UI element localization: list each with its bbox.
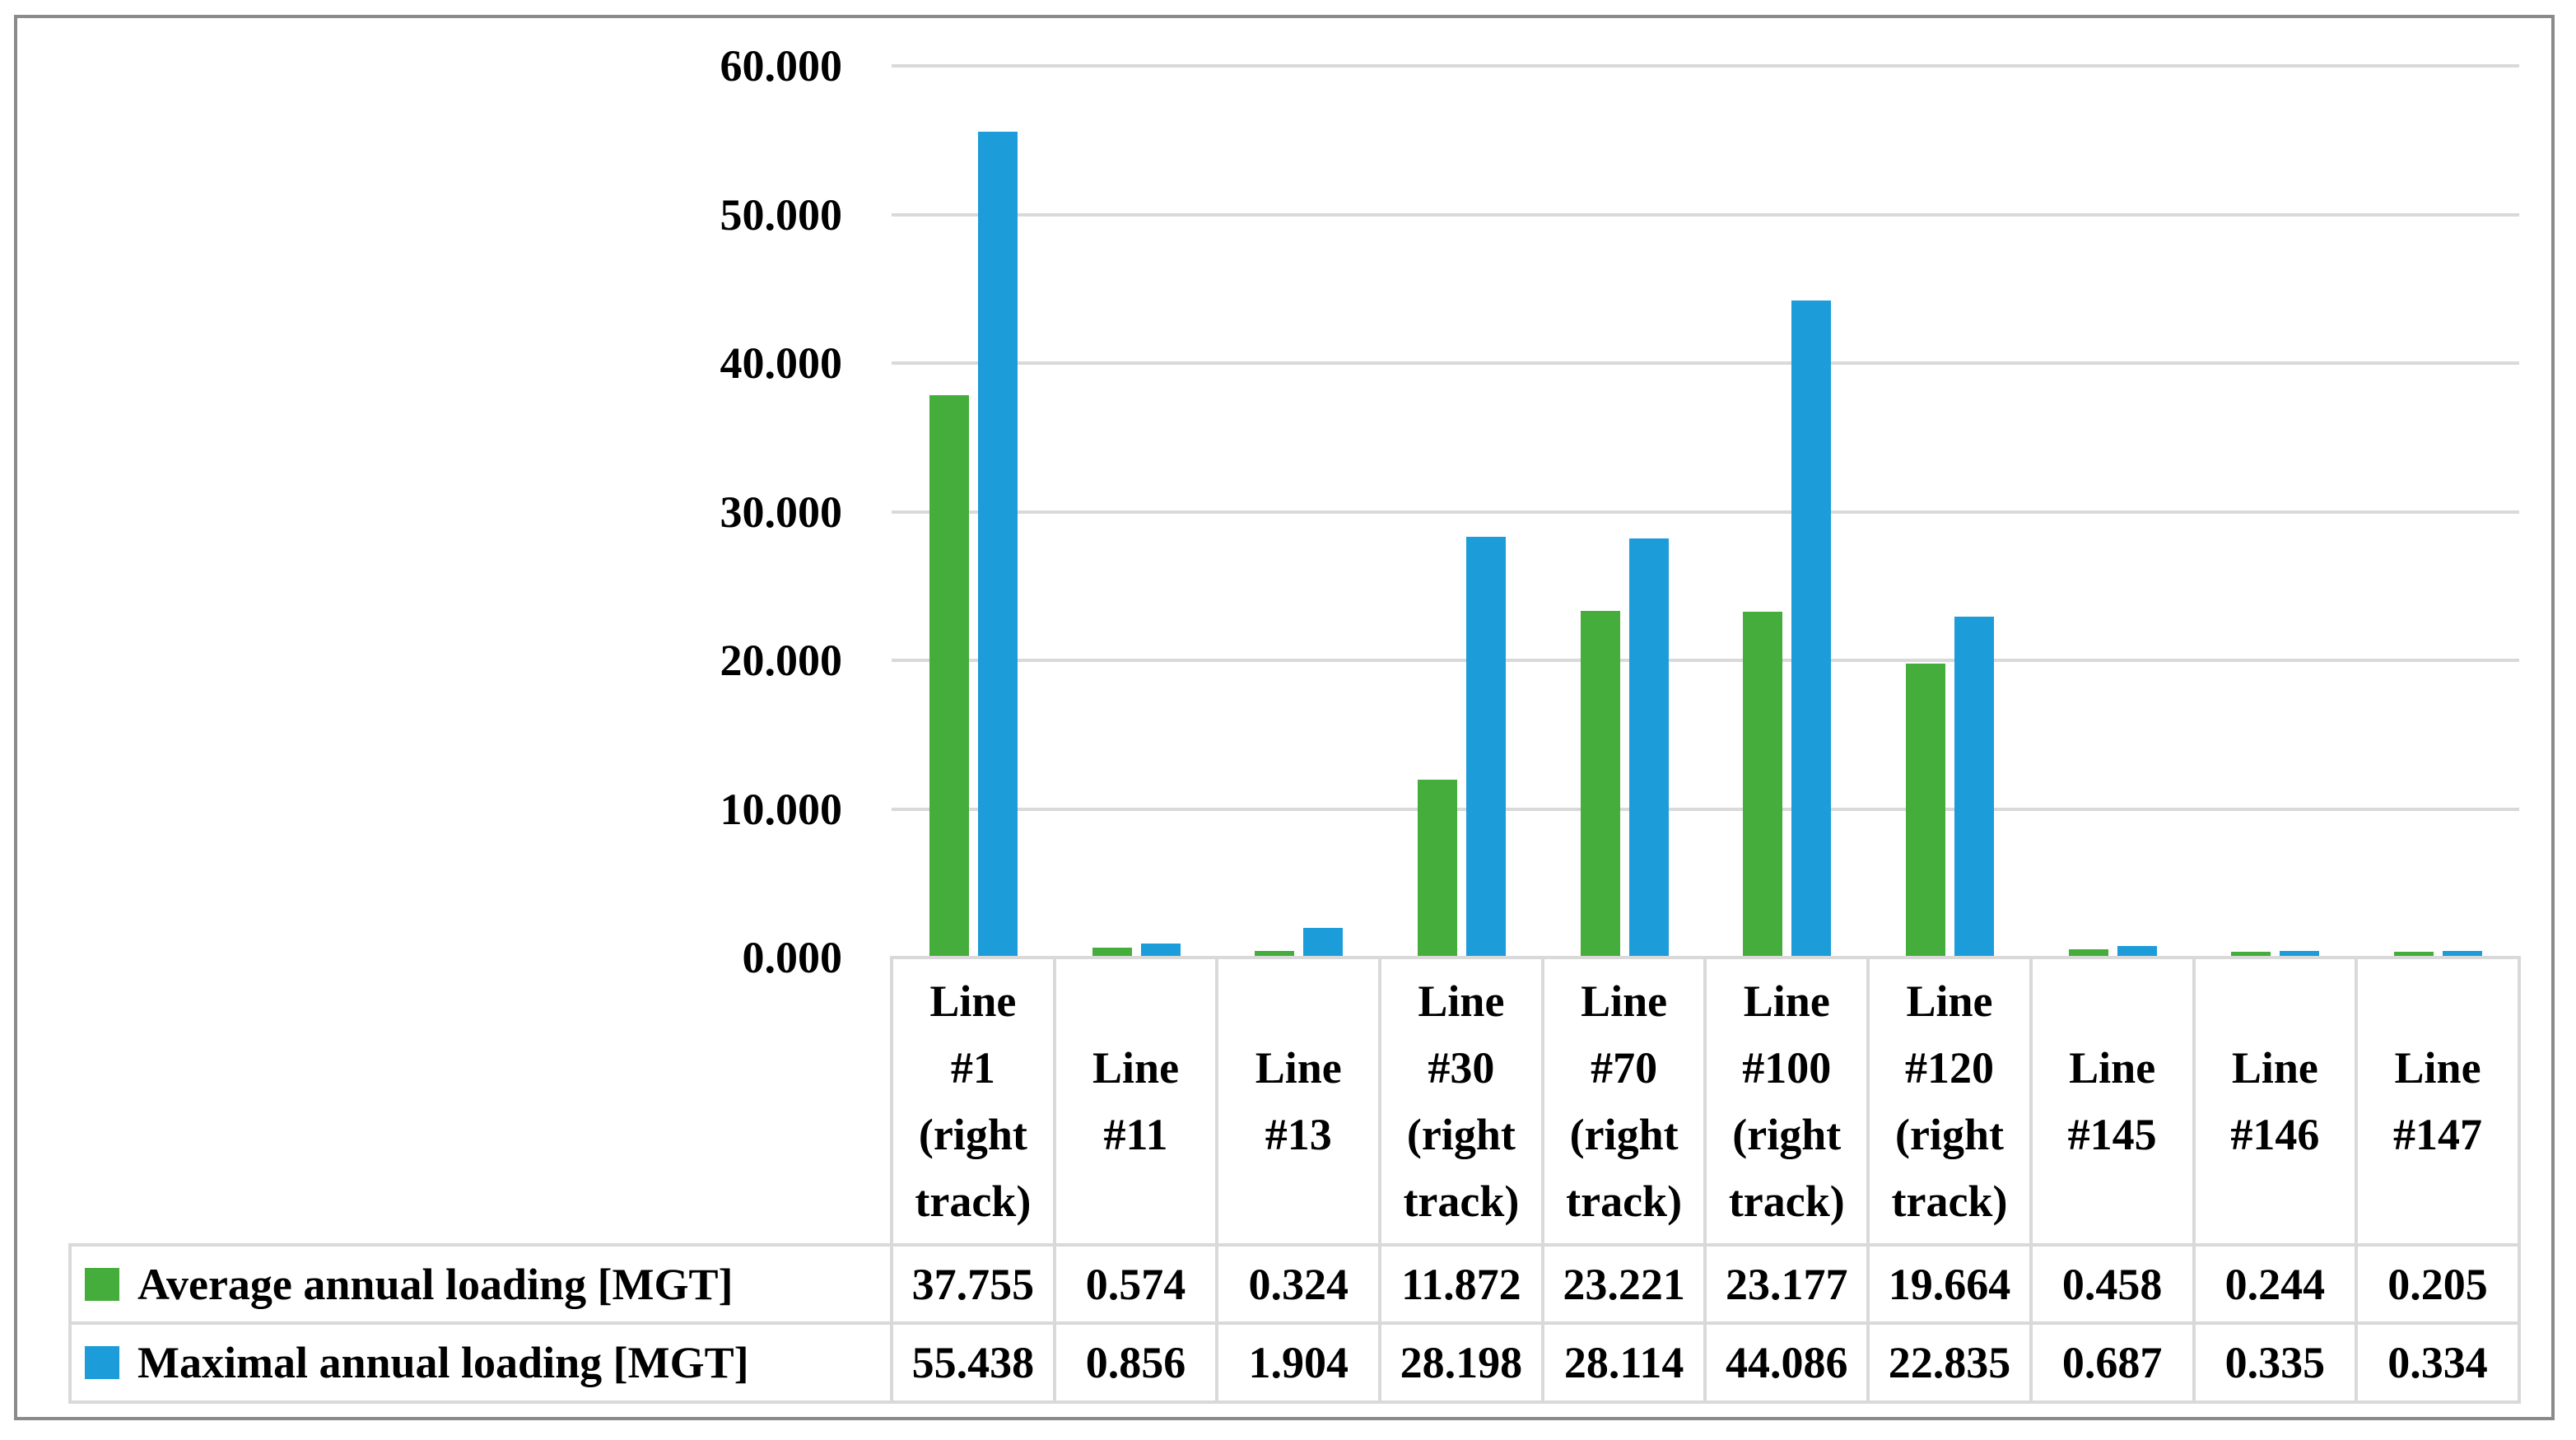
category-header-cell: Line #147: [2355, 956, 2521, 1247]
legend-swatch-maximal: [85, 1346, 119, 1379]
y-axis-tick-label: 0.000: [742, 933, 843, 982]
category-header-cell: Line #120 (right track): [1866, 956, 2033, 1247]
category-header-cell: Line #1 (right track): [890, 956, 1056, 1247]
bar-maximal-col8: [2117, 946, 2157, 956]
gridline-20: [892, 659, 2519, 662]
y-axis-tick-label: 60.000: [720, 41, 843, 91]
bar-maximal-col2: [1141, 944, 1181, 956]
category-header-cell: Line #70 (right track): [1540, 956, 1707, 1247]
value-cell: 11.872: [1378, 1243, 1544, 1325]
category-header-cell: Line #11: [1052, 956, 1219, 1247]
bar-average-col1: [929, 395, 969, 956]
bar-average-col7: [1906, 664, 1945, 956]
value-cell: 22.835: [1866, 1321, 2033, 1404]
bar-maximal-col9: [2280, 951, 2319, 956]
value-cell: 44.086: [1703, 1321, 1870, 1404]
value-cell: 0.335: [2192, 1321, 2359, 1404]
value-cell: 23.221: [1540, 1243, 1707, 1325]
bar-average-col8: [2069, 949, 2108, 956]
gridline-30: [892, 510, 2519, 514]
legend-label: Average annual loading [MGT]: [137, 1259, 734, 1309]
category-header-cell: Line #146: [2192, 956, 2359, 1247]
value-cell: 23.177: [1703, 1243, 1870, 1325]
bar-maximal-col7: [1954, 617, 1994, 956]
gridline-10: [892, 808, 2519, 811]
value-cell: 0.324: [1215, 1243, 1382, 1325]
value-cell: 0.334: [2355, 1321, 2521, 1404]
bar-average-col5: [1581, 611, 1620, 956]
bar-maximal-col1: [978, 132, 1018, 956]
value-cell: 0.574: [1052, 1243, 1219, 1325]
legend-label: Maximal annual loading [MGT]: [137, 1338, 749, 1387]
data-table: Line #1 (right track) Line #11 Line #13 Lin…: [68, 956, 2521, 1404]
y-axis-tick-label: 30.000: [720, 487, 843, 537]
legend-swatch-average: [85, 1267, 119, 1301]
value-cell: 0.856: [1052, 1321, 1219, 1404]
y-axis-tick-label: 20.000: [720, 636, 843, 685]
legend-cell: Average annual loading [MGT]: [68, 1243, 893, 1325]
table-row: Average annual loading [MGT] 37.755 0.574 0…: [68, 1243, 2521, 1325]
bar-maximal-col10: [2443, 951, 2482, 956]
gridline-50: [892, 213, 2519, 217]
gridline-60: [892, 64, 2519, 68]
value-cell: 0.205: [2355, 1243, 2521, 1325]
value-cell: 28.198: [1378, 1321, 1544, 1404]
category-header-cell: Line #13: [1215, 956, 1382, 1247]
category-header-cell: Line #100 (right track): [1703, 956, 1870, 1247]
value-cell: 37.755: [890, 1243, 1056, 1325]
bar-maximal-col4: [1466, 537, 1506, 956]
bar-average-col3: [1255, 951, 1294, 956]
value-cell: 28.114: [1540, 1321, 1707, 1404]
bar-maximal-col5: [1629, 538, 1669, 956]
bar-average-col10: [2394, 952, 2434, 956]
table-row: Maximal annual loading [MGT] 55.438 0.856 1…: [68, 1321, 2521, 1404]
bar-maximal-col3: [1303, 928, 1343, 956]
category-header-cell: Line #30 (right track): [1378, 956, 1544, 1247]
value-cell: 1.904: [1215, 1321, 1382, 1404]
legend-cell: Maximal annual loading [MGT]: [68, 1321, 893, 1404]
bar-average-col4: [1418, 780, 1457, 956]
value-cell: 55.438: [890, 1321, 1056, 1404]
category-header-cell: Line #145: [2029, 956, 2196, 1247]
value-cell: 0.687: [2029, 1321, 2196, 1404]
y-axis-tick-label: 50.000: [720, 190, 843, 240]
y-axis-tick-label: 40.000: [720, 338, 843, 388]
bar-average-col9: [2231, 952, 2271, 956]
y-axis-tick-label: 10.000: [720, 785, 843, 834]
value-cell: 19.664: [1866, 1243, 2033, 1325]
table-corner-spacer: [70, 958, 892, 1245]
gridline-40: [892, 361, 2519, 365]
bar-average-col2: [1092, 948, 1132, 956]
bar-maximal-col6: [1791, 301, 1831, 956]
value-cell: 0.458: [2029, 1243, 2196, 1325]
value-cell: 0.244: [2192, 1243, 2359, 1325]
bar-average-col6: [1743, 612, 1782, 956]
